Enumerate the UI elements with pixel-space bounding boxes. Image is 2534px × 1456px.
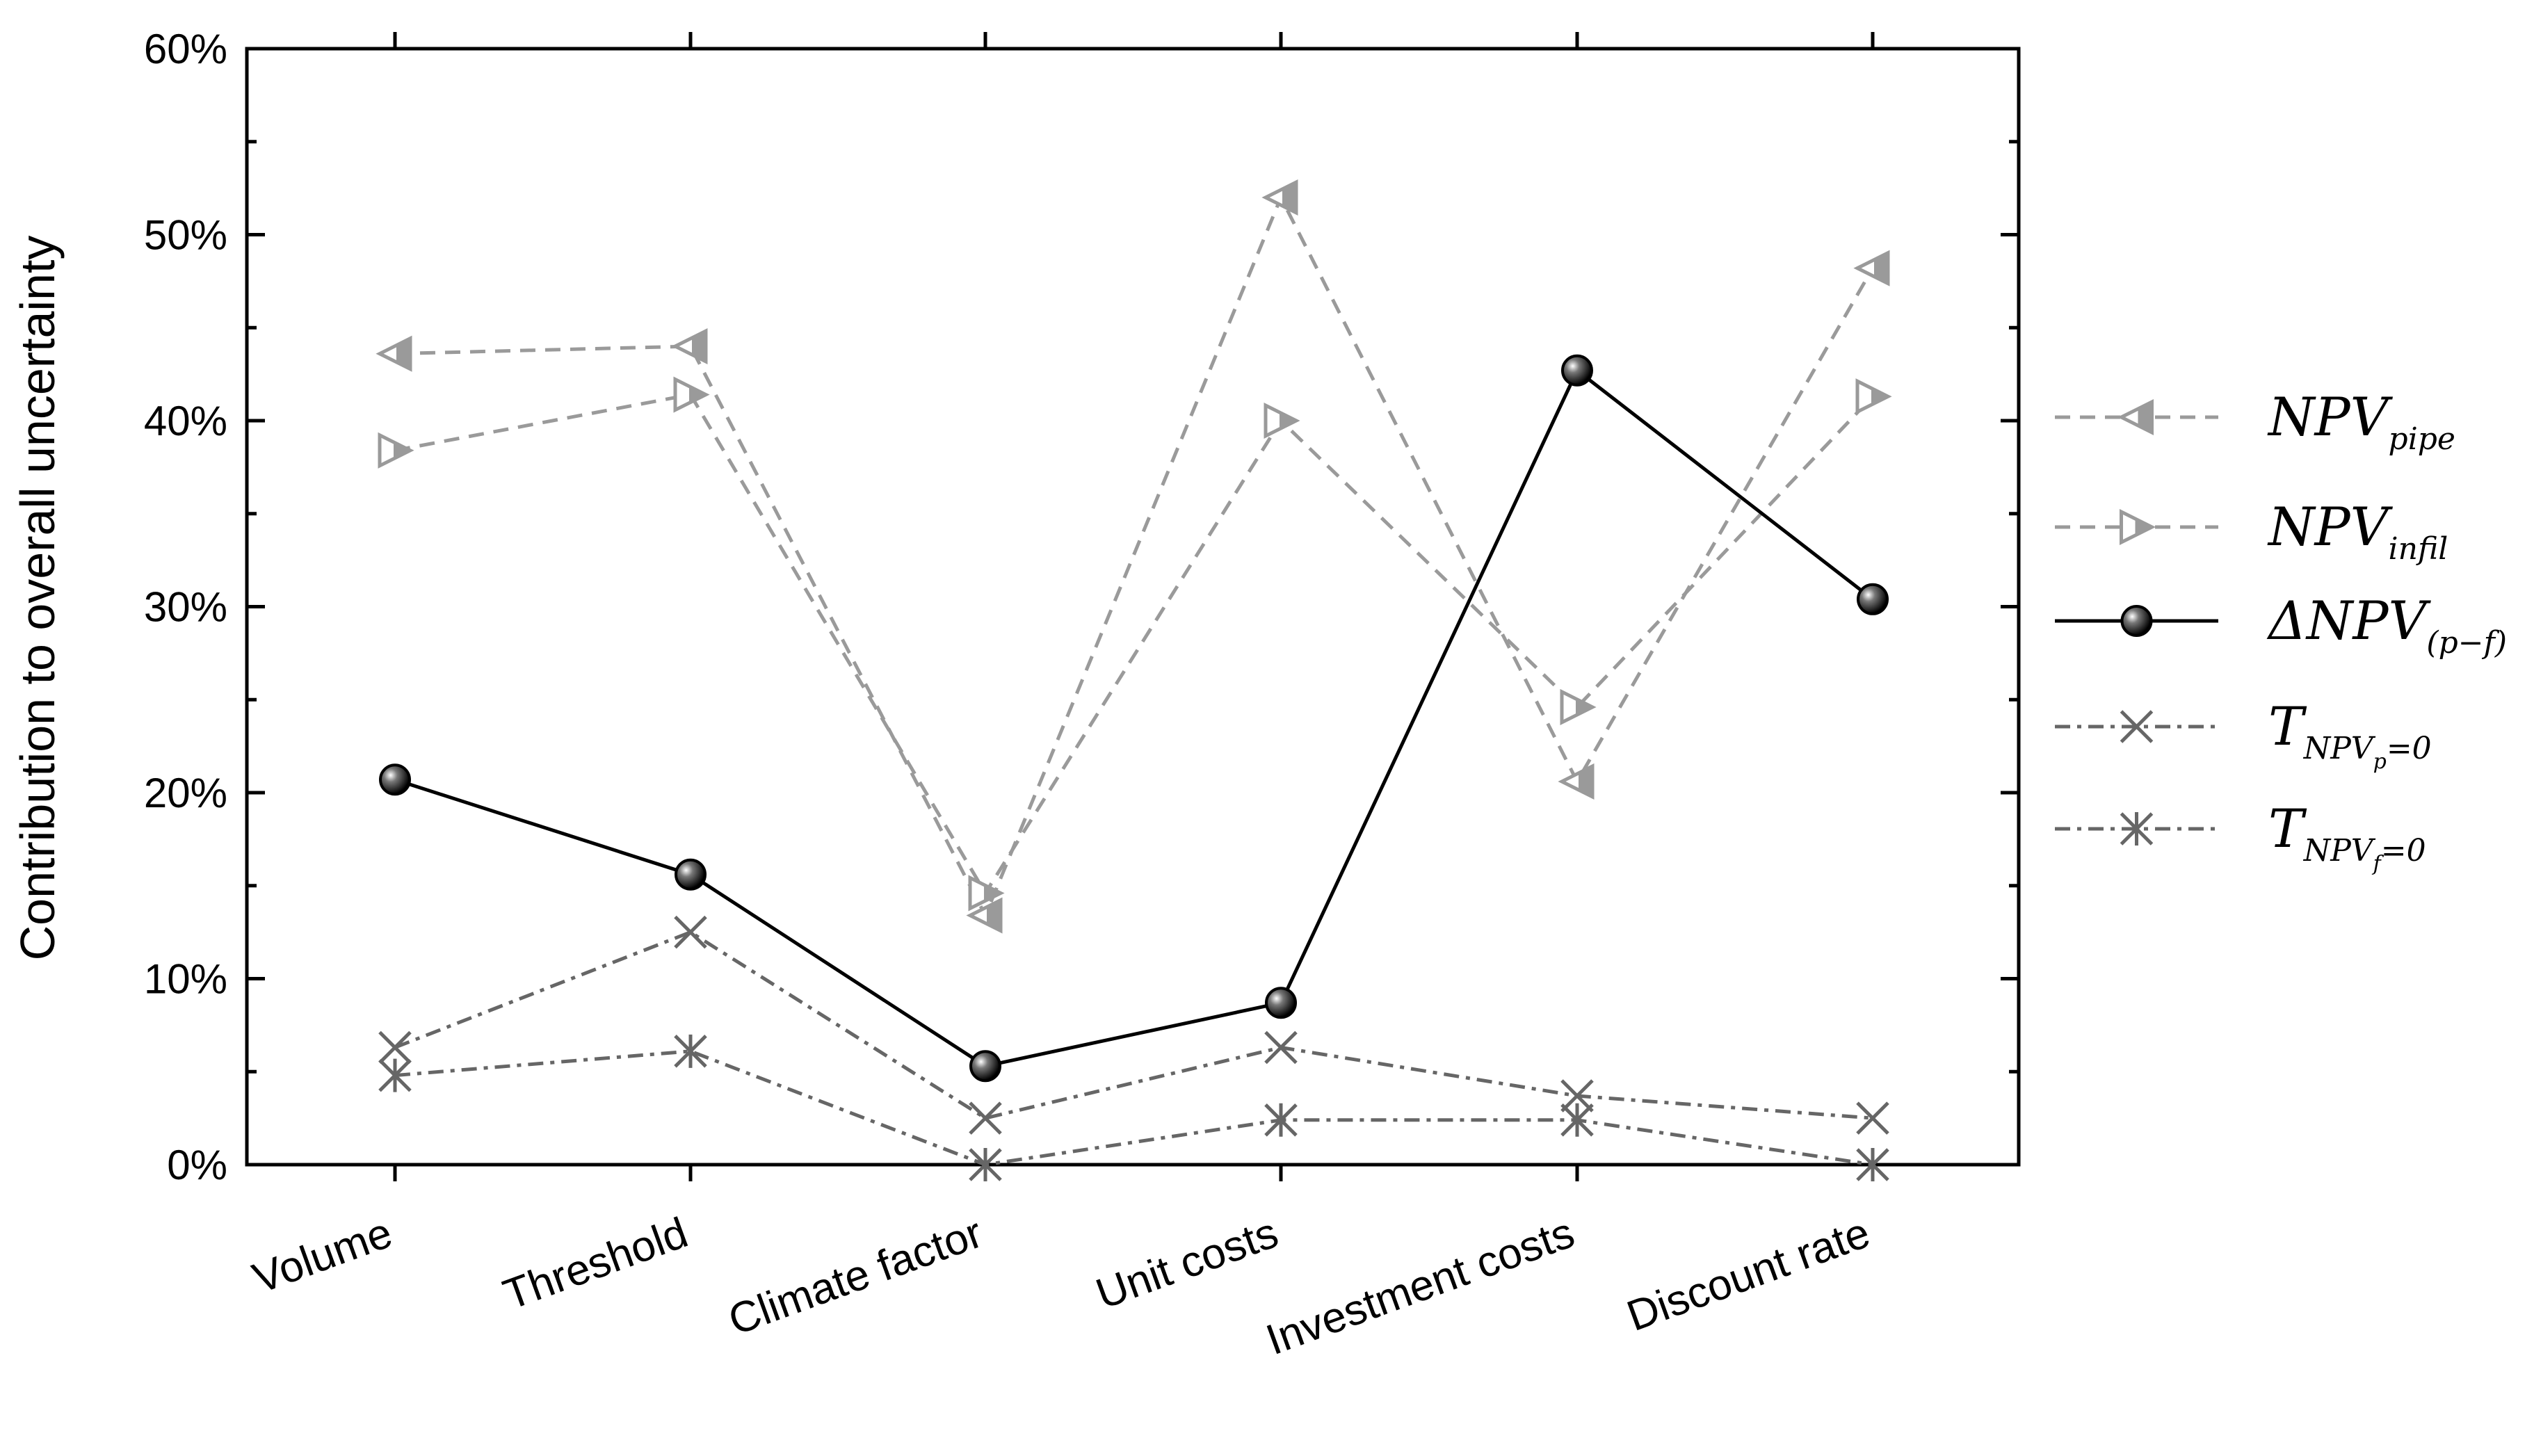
series-3 — [378, 915, 1889, 1135]
y-tick-label: 10% — [144, 956, 227, 1003]
data-point — [675, 858, 707, 891]
legend-item-2: ΔNPV(p−f) — [2055, 590, 2507, 661]
legend-legend-suffix: =0 — [2387, 731, 2432, 766]
data-point — [1561, 354, 1593, 387]
legend-item-0: NPVpipe — [2055, 386, 2455, 457]
x-category-label: Climate factor — [723, 1208, 989, 1345]
legend-legend-main: NPV — [2267, 386, 2394, 448]
x-category-label: Unit costs — [1090, 1208, 1284, 1318]
legend-legend-sub: NPV — [2303, 833, 2376, 868]
data-point-shade — [396, 338, 410, 369]
data-point-b — [674, 915, 707, 949]
y-tick-label: 0% — [167, 1142, 227, 1188]
series-line — [394, 392, 1874, 897]
y-tick-label: 50% — [144, 212, 227, 259]
x-category-label: Volume — [247, 1208, 398, 1303]
series-4 — [378, 1034, 1889, 1181]
legend-legend-main: NPV — [2305, 590, 2432, 652]
data-point-shade — [1282, 182, 1296, 213]
data-point-shade — [1874, 252, 1888, 284]
data-point — [1265, 987, 1297, 1019]
y-tick-label: 20% — [144, 770, 227, 816]
y-tick-label: 60% — [144, 26, 227, 72]
legend-legend-main: T — [2268, 798, 2307, 859]
data-point-b — [1264, 1030, 1298, 1065]
series-2 — [379, 354, 1889, 1083]
legend-label: ΔNPV(p−f) — [2266, 590, 2507, 661]
legend-swatch-marker-shade — [2135, 519, 2152, 535]
legend-legend-sub: infil — [2389, 531, 2448, 567]
y-axis-title: Contribution to overall uncertainty — [10, 236, 65, 961]
legend-label: TNPVp=0 — [2268, 695, 2432, 774]
data-point-shade — [1871, 388, 1888, 405]
legend-item-3: TNPVp=0 — [2055, 695, 2432, 774]
legend-item-4: TNPVf=0 — [2055, 798, 2426, 876]
legend-label: TNPVf=0 — [2268, 798, 2426, 876]
legend-swatch-marker — [2120, 605, 2153, 637]
legend-item-1: NPVinfil — [2055, 496, 2448, 567]
data-point-b — [1856, 1101, 1889, 1135]
data-point — [379, 763, 411, 796]
data-point-shade — [394, 442, 410, 459]
series-line — [394, 367, 1874, 1068]
y-axis: 0% 10% 20% 30% 40% 50% 60% — [144, 26, 2019, 1188]
data-point — [969, 1050, 1001, 1083]
data-point-b — [378, 1030, 412, 1065]
data-point-shade — [689, 386, 706, 403]
data-point-shade — [692, 331, 706, 362]
legend-swatch-marker-shade — [2138, 402, 2152, 432]
data-point-shade — [1576, 698, 1592, 715]
legend-legend-prefix: Δ — [2266, 590, 2307, 652]
legend-legend-sub: (p−f) — [2426, 625, 2507, 661]
series-0 — [376, 179, 1890, 934]
x-category-label: Investment costs — [1260, 1208, 1581, 1364]
data-point-shade — [1579, 766, 1592, 797]
legend-legend-sub2: p — [2373, 750, 2387, 774]
y-tick-label: 40% — [144, 398, 227, 444]
legend-label: NPVpipe — [2267, 386, 2455, 457]
legend-label: NPVinfil — [2267, 496, 2448, 567]
y-tick-label: 30% — [144, 584, 227, 631]
plot-border — [245, 47, 2021, 1167]
data-point-shade — [984, 884, 1001, 902]
series-line — [394, 1049, 1873, 1167]
data-point-shade — [987, 900, 1001, 931]
x-category-label: Threshold — [497, 1208, 694, 1319]
legend-legend-sub: NPV — [2303, 731, 2376, 766]
data-point — [1857, 583, 1889, 615]
data-point-b — [1560, 1079, 1594, 1113]
series-line — [394, 193, 1875, 920]
legend-legend-main: T — [2268, 695, 2307, 757]
legend-legend-sub: pipe — [2389, 421, 2455, 457]
legend-legend-suffix: =0 — [2381, 833, 2426, 868]
x-category-label: Discount rate — [1621, 1208, 1876, 1341]
data-point-shade — [1280, 412, 1296, 429]
plot-frame — [245, 47, 2021, 1167]
legend-swatch-marker-b — [2120, 710, 2154, 743]
data-point-b — [969, 1101, 1002, 1135]
series-1 — [378, 376, 1892, 912]
series-layer — [376, 179, 1892, 1181]
legend-legend-main: NPV — [2267, 496, 2394, 558]
series-line — [394, 930, 1873, 1120]
